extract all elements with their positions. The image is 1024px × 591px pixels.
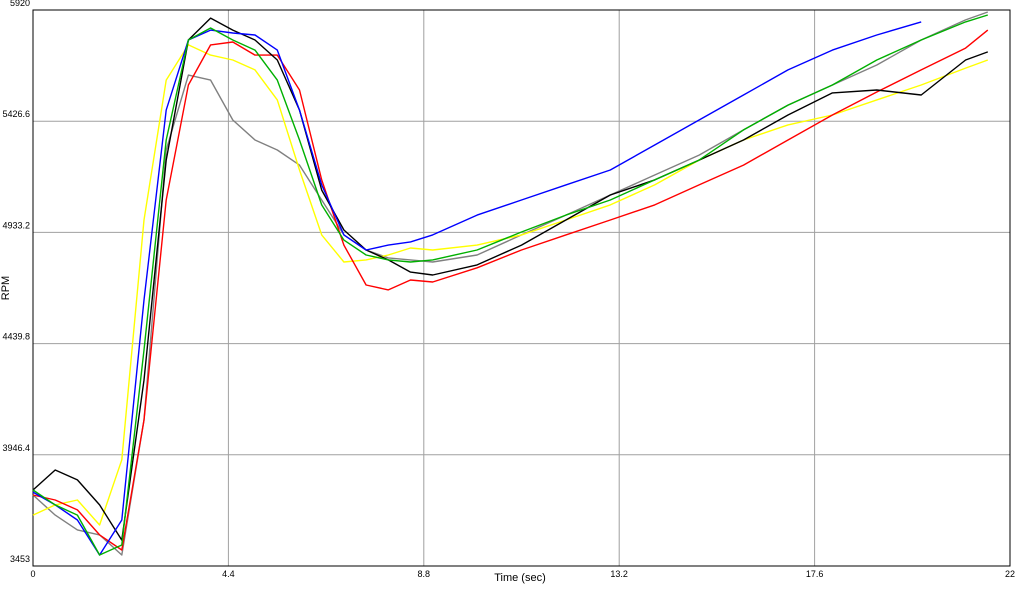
x-tick-label: 8.8 [418, 569, 431, 579]
series-line [32, 21, 922, 556]
y-tick-label: 4933.2 [2, 220, 30, 230]
series-line [32, 29, 989, 551]
series-line [32, 14, 989, 556]
y-tick-label: 3946.4 [2, 443, 30, 453]
x-tick-label: 0 [30, 569, 35, 579]
x-tick-label: 17.6 [806, 569, 824, 579]
y-tick-label: 5426.6 [2, 109, 30, 119]
y-tick-label: 3453 [10, 554, 30, 564]
x-tick-label: 4.4 [222, 569, 235, 579]
y-axis-label: RPM [0, 276, 12, 300]
y-tick-label: 5920 [10, 0, 30, 8]
series-line [32, 17, 989, 541]
y-tick-label: 4439.8 [2, 332, 30, 342]
plot-frame [32, 9, 1011, 567]
x-tick-label: 22 [1005, 569, 1015, 579]
x-axis-label: Time (sec) [494, 572, 546, 584]
x-tick-label: 13.2 [610, 569, 628, 579]
